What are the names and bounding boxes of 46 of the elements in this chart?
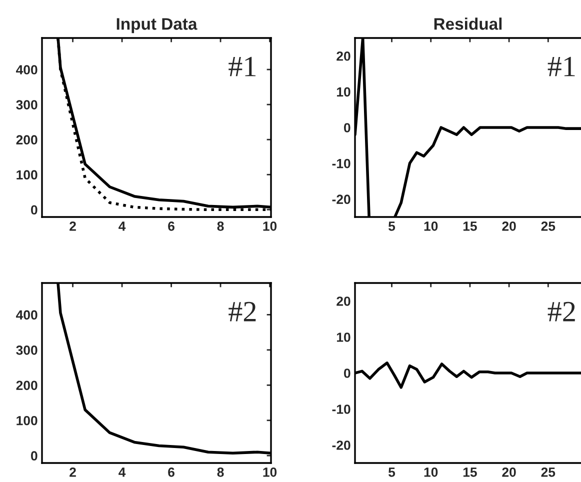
y-tick-label: 20: [336, 296, 350, 306]
y-tick-label: -20: [332, 440, 350, 450]
y-tick-label: 200: [16, 380, 38, 390]
x-tick-label: 10: [424, 222, 438, 231]
annotation: #2: [548, 302, 575, 322]
x-tick-label: 6: [168, 222, 174, 231]
annotation: #1: [228, 56, 256, 76]
y-tick-label: 400: [16, 310, 38, 320]
x-tick-label: 10: [263, 222, 277, 231]
chart-title: Input Data: [116, 18, 198, 34]
y-tick-label: 20: [336, 51, 350, 61]
y-tick-label: 0: [344, 368, 350, 378]
y-tick-label: -20: [332, 194, 350, 204]
y-tick-label: 300: [16, 100, 38, 110]
x-tick-label: 15: [463, 222, 477, 231]
annotation: #2: [228, 302, 256, 322]
annotation: #1: [548, 56, 575, 76]
y-tick-label: 10: [336, 87, 350, 97]
x-tick-label: 10: [263, 468, 277, 477]
x-tick-label: 15: [463, 468, 477, 477]
y-tick-label: 100: [16, 416, 38, 426]
y-tick-label: 0: [31, 451, 38, 461]
y-tick-label: -10: [332, 404, 350, 414]
x-tick-label: 5: [388, 468, 396, 477]
y-tick-label: 300: [16, 345, 38, 355]
x-tick-label: 20: [502, 468, 516, 477]
x-tick-label: 6: [168, 468, 174, 477]
x-tick-label: 25: [541, 468, 556, 477]
y-tick-label: -10: [332, 158, 350, 168]
x-tick-label: 2: [70, 468, 76, 477]
x-tick-label: 2: [70, 222, 76, 231]
chart-title: Residual: [434, 18, 502, 30]
x-tick-label: 8: [217, 468, 224, 477]
y-tick-label: 0: [31, 205, 38, 215]
y-tick-label: 400: [16, 65, 38, 74]
x-tick-label: 8: [217, 222, 224, 231]
x-tick-label: 4: [118, 468, 126, 477]
y-tick-label: 100: [16, 170, 38, 180]
x-tick-label: 10: [424, 468, 438, 477]
x-tick-label: 4: [118, 222, 126, 231]
x-tick-label: 25: [541, 222, 556, 231]
x-tick-label: 20: [502, 222, 516, 231]
y-tick-label: 10: [336, 332, 350, 342]
y-tick-label: 200: [16, 135, 38, 144]
x-tick-label: 5: [388, 222, 396, 231]
y-tick-label: 0: [344, 123, 350, 132]
